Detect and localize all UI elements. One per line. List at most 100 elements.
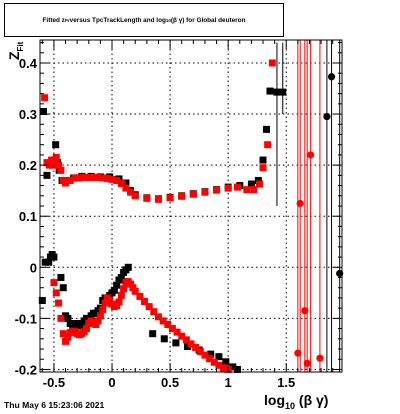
- data-point: [64, 333, 72, 341]
- data-point: [141, 298, 149, 306]
- tick-labels: -0.5 0 0.5 1 1.5 -0.2 -0.1 0 0.1 0.2 0.3 0.4: [15, 56, 296, 390]
- x-axis-label-main: log: [264, 392, 285, 408]
- y-axis-label: ZFit: [6, 42, 25, 60]
- data-point: [62, 337, 70, 345]
- data-point: [154, 313, 162, 321]
- data-point: [50, 161, 58, 169]
- title-sub2: 10: [165, 17, 171, 23]
- y-tick-label: 0.1: [19, 209, 37, 224]
- data-point: [250, 186, 258, 194]
- x-tick-label: 0: [108, 375, 115, 390]
- title-mid: versus TpcTrackLength and log: [69, 16, 166, 24]
- data-point: [159, 317, 167, 325]
- data-point: [113, 281, 121, 289]
- data-point: [57, 314, 65, 322]
- data-point: [187, 340, 195, 348]
- error-bars: [276, 40, 341, 372]
- y-tick-label: 0: [30, 260, 37, 275]
- data-point: [256, 180, 264, 188]
- data-point: [327, 73, 336, 81]
- data-point: [215, 361, 223, 369]
- data-point: [296, 199, 304, 208]
- data-point: [233, 183, 241, 191]
- axis-ticks: [40, 40, 342, 372]
- data-point: [115, 298, 123, 306]
- y-axis-label-main: Z: [6, 51, 22, 60]
- data-point: [254, 176, 262, 184]
- x-tick-label: -0.5: [43, 375, 65, 390]
- data-point: [52, 141, 60, 149]
- title-pre: Fitted z: [42, 16, 65, 24]
- y-tick-label: 0.4: [19, 56, 38, 71]
- data-point: [101, 299, 109, 307]
- data-point: [229, 363, 237, 371]
- data-point: [108, 175, 116, 183]
- data-point: [50, 253, 58, 261]
- x-tick-label: 1: [225, 375, 232, 390]
- data-point: [99, 174, 107, 182]
- data-point: [41, 94, 49, 102]
- data-point: [38, 296, 46, 304]
- data-point: [62, 179, 70, 187]
- data-point: [166, 194, 174, 202]
- data-point: [323, 113, 331, 121]
- data-point: [50, 279, 58, 287]
- x-axis-label: log10 (β γ): [264, 392, 328, 411]
- data-point: [117, 180, 125, 188]
- data-point: [43, 171, 51, 179]
- data-point: [210, 358, 218, 366]
- data-point: [117, 274, 125, 282]
- y-tick-label: 0.3: [19, 107, 37, 122]
- x-tick-label: 0.5: [161, 375, 179, 390]
- data-point: [233, 365, 241, 373]
- data-point: [55, 299, 63, 307]
- data-point: [222, 358, 230, 366]
- data-point: [131, 287, 139, 295]
- data-point: [66, 176, 74, 184]
- data-point: [220, 364, 228, 372]
- data-point: [106, 296, 114, 304]
- data-point: [149, 330, 157, 338]
- data-point: [75, 174, 83, 182]
- data-point: [82, 325, 90, 333]
- data-point: [154, 195, 162, 203]
- data-point: [57, 166, 65, 174]
- data-point: [94, 317, 102, 325]
- data-point: [192, 343, 200, 351]
- data-point: [113, 176, 121, 184]
- data-point: [178, 192, 186, 200]
- data-point: [55, 161, 63, 169]
- data-point: [145, 303, 153, 311]
- data-point: [103, 174, 111, 182]
- data-point: [316, 354, 324, 362]
- data-point: [45, 258, 53, 266]
- data-point: [80, 173, 88, 181]
- data-markers: [38, 59, 344, 373]
- title-post: (β γ) for Global deuteron: [170, 16, 246, 24]
- x-axis-label-tail: (β γ): [295, 392, 329, 408]
- data-point: [45, 161, 53, 169]
- data-point: [94, 173, 102, 181]
- data-point: [263, 125, 270, 133]
- data-point: [279, 88, 287, 96]
- data-point: [71, 174, 79, 182]
- data-point: [259, 164, 267, 172]
- data-point: [264, 141, 272, 149]
- data-point: [99, 306, 107, 314]
- data-point: [266, 87, 274, 95]
- data-point: [92, 320, 100, 328]
- y-axis-label-sub: Fit: [15, 41, 25, 52]
- data-point: [160, 335, 168, 343]
- data-point: [247, 180, 255, 188]
- data-point: [213, 186, 221, 194]
- data-point: [206, 355, 214, 363]
- data-point: [178, 332, 186, 340]
- data-point: [150, 308, 158, 316]
- data-point: [131, 192, 139, 200]
- data-point: [136, 292, 144, 300]
- data-point: [117, 291, 125, 299]
- data-point: [303, 359, 311, 367]
- data-point: [173, 328, 181, 336]
- data-point: [189, 190, 197, 198]
- data-point: [57, 274, 65, 282]
